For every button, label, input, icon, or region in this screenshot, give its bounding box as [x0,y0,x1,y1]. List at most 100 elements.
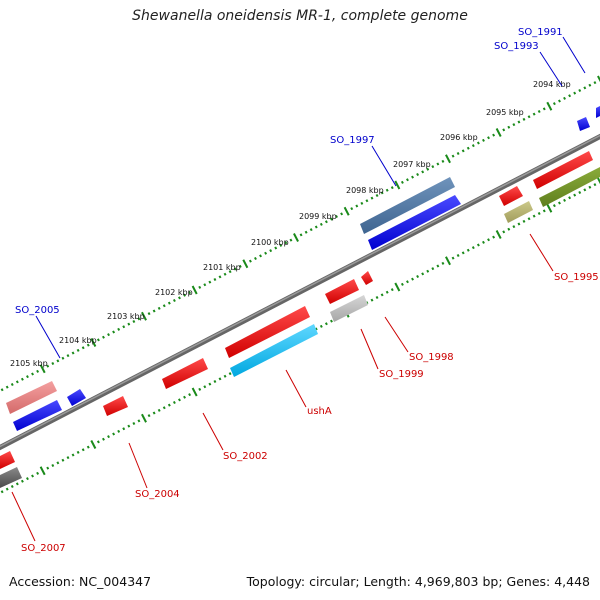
minor-tick [426,167,430,171]
minor-tick [203,385,207,389]
minor-tick [71,453,75,457]
gene-feature[interactable] [596,106,600,118]
gene-label-SO_1999[interactable]: SO_1999 [379,369,424,380]
gene-label-SO_2005[interactable]: SO_2005 [15,305,60,316]
leader-line [384,316,409,353]
minor-tick [385,188,389,192]
minor-tick [254,256,257,261]
minor-tick [20,377,24,381]
accession-text: Accession: NC_004347 [9,574,152,589]
minor-tick [162,406,166,410]
major-tick [90,440,97,449]
minor-tick [451,256,455,260]
minor-tick [183,293,186,297]
minor-tick [421,170,425,174]
minor-tick [400,282,404,286]
minor-tick [31,372,34,376]
minor-tick [380,293,384,297]
gene-label-SO_1997[interactable]: SO_1997 [330,135,375,146]
minor-tick [51,463,55,468]
gene-label-SO_1998[interactable]: SO_1998 [409,352,454,363]
minor-tick [461,251,465,255]
minor-tick [213,379,217,384]
minor-tick [568,94,572,98]
minor-tick [360,201,364,205]
gene-label-SO_2004[interactable]: SO_2004 [135,489,180,500]
minor-tick [593,183,597,187]
gene-feature[interactable] [225,306,310,358]
minor-tick [0,490,4,494]
minor-tick [552,102,556,106]
minor-tick [46,364,50,368]
minor-tick [172,400,176,405]
minor-tick [76,348,80,352]
gene-feature[interactable] [368,195,461,250]
minor-tick [102,335,105,339]
minor-tick [330,319,333,323]
gene-feature[interactable] [539,167,600,207]
gene-label-ushA[interactable]: ushA [307,406,332,417]
gene-feature[interactable] [504,201,533,223]
gene-feature-SO_1997[interactable] [360,177,455,234]
minor-tick [370,196,374,200]
minor-tick [324,322,328,326]
minor-tick [558,201,561,205]
gene-feature[interactable] [0,467,22,488]
minor-tick [20,479,24,483]
minor-tick [522,117,526,121]
gene-feature[interactable] [577,117,590,131]
minor-tick [451,154,455,158]
kbp-label: 2099 kbp [299,212,337,221]
minor-tick [466,248,470,252]
gene-feature[interactable] [0,451,15,469]
minor-tick [147,312,151,316]
minor-tick [365,199,369,203]
gene-label-SO_1993[interactable]: SO_1993 [494,41,539,52]
forward-genes [0,106,600,488]
minor-tick [66,354,70,358]
gene-feature[interactable] [361,271,373,285]
minor-tick [573,193,577,197]
gene-labels: SO_1991 SO_1993 SO_1997 SO_2005 SO_1995 … [15,27,599,554]
outer-tick-track [0,75,600,392]
gene-feature[interactable] [230,324,318,377]
minor-tick [583,188,587,192]
gene-label-SO_2007[interactable]: SO_2007 [21,543,66,554]
gene-feature[interactable] [162,358,208,389]
minor-tick [573,91,577,95]
gene-feature[interactable] [6,381,57,414]
gene-feature[interactable] [13,400,62,431]
minor-tick [319,324,323,328]
gene-feature[interactable] [499,186,523,206]
minor-tick [436,264,440,268]
minor-tick [172,298,176,303]
major-tick [343,206,350,216]
minor-tick [31,474,34,478]
minor-tick [162,304,166,308]
gene-feature[interactable] [325,279,359,304]
gene-label-SO_1991[interactable]: SO_1991 [518,27,563,38]
minor-tick [15,380,19,384]
leader-line [285,369,307,408]
minor-tick [0,388,4,392]
gene-feature[interactable] [67,389,86,406]
minor-tick [370,298,374,302]
gene-feature[interactable] [533,151,593,189]
major-tick [597,177,600,185]
gene-feature[interactable] [103,396,128,416]
gene-label-SO_2002[interactable]: SO_2002 [223,451,268,462]
leader-line [371,145,397,187]
minor-tick [441,261,445,265]
minor-tick [208,382,212,386]
minor-tick [568,196,572,200]
minor-tick [324,220,328,224]
minor-tick [421,272,425,276]
minor-tick [112,330,116,334]
minor-tick [284,241,288,245]
kbp-label: 2105 kbp [10,359,48,368]
gene-label-SO_1995[interactable]: SO_1995 [554,272,599,283]
major-tick [293,233,299,242]
minor-tick [578,88,582,93]
gene-feature[interactable] [330,295,368,322]
